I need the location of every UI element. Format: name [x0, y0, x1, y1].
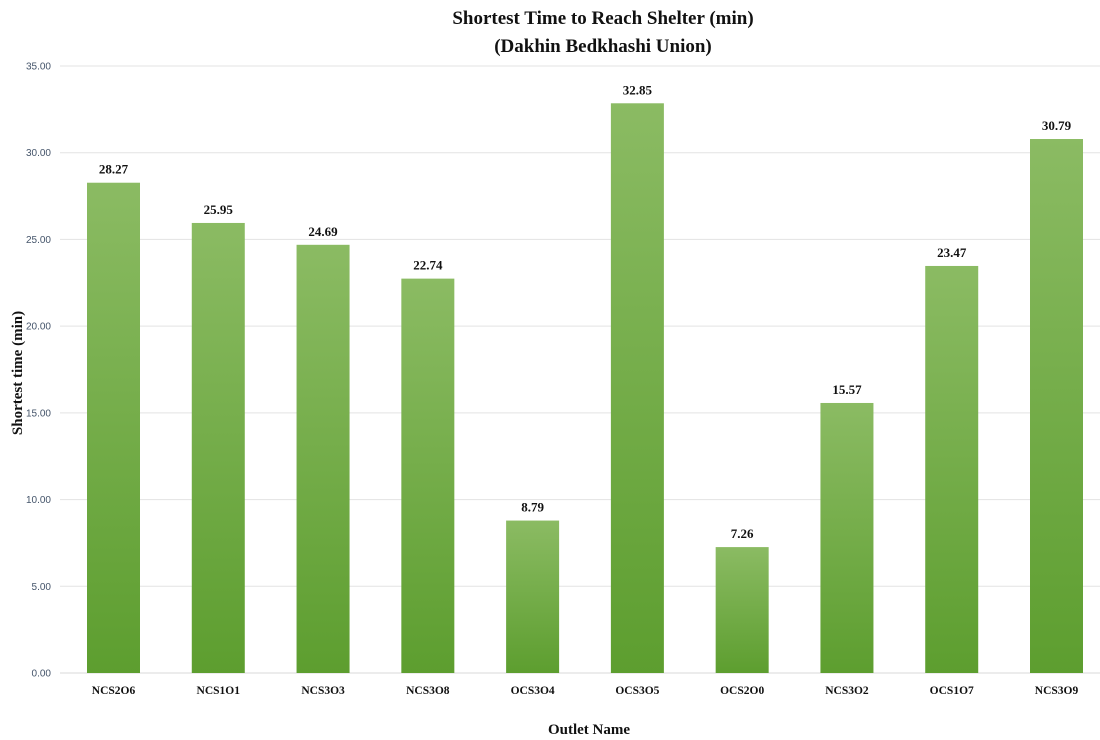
x-tick-label: NCS3O9: [1035, 685, 1079, 697]
y-tick-label: 25.00: [26, 235, 51, 246]
data-label: 25.95: [204, 202, 234, 217]
y-tick-label: 30.00: [26, 148, 51, 159]
chart-title-line-2: (Dakhin Bedkhashi Union): [494, 36, 712, 57]
x-tick-label: OCS3O5: [615, 685, 659, 697]
data-label: 24.69: [308, 224, 338, 239]
bars: [87, 103, 1083, 674]
y-tick-label: 35.00: [26, 62, 51, 73]
y-tick-label: 20.00: [26, 322, 51, 333]
x-tick-label: OCS1O7: [930, 685, 974, 697]
y-axis-title: Shortest time (min): [10, 311, 26, 435]
data-label: 7.26: [731, 526, 754, 541]
y-tick-label: 15.00: [26, 408, 51, 419]
x-tick-label: NCS3O8: [406, 685, 450, 697]
data-label: 28.27: [99, 162, 129, 177]
bar-ncs3o2: [820, 402, 874, 673]
y-axis-ticks: 0.00 5.00 10.00 15.00 20.00 25.00 30.00 35.00: [26, 62, 51, 680]
bar-ncs3o8: [401, 278, 455, 673]
x-tick-label: NCS3O3: [301, 685, 345, 697]
data-label: 23.47: [937, 245, 967, 260]
data-label: 15.57: [832, 382, 862, 397]
bar-ocs3o5: [610, 103, 664, 674]
bar-ncs1o1: [191, 222, 245, 673]
bar-ncs3o9: [1030, 139, 1083, 673]
x-tick-label: NCS1O1: [197, 685, 241, 697]
bar-ncs3o3: [296, 244, 350, 673]
bar-ocs3o4: [506, 520, 560, 673]
x-axis-ticks: NCS2O6 NCS1O1 NCS3O3 NCS3O8 OCS3O4 OCS3O5 OCS2…: [92, 685, 1079, 697]
x-tick-label: OCS2O0: [720, 685, 764, 697]
bar-ocs1o7: [925, 265, 979, 673]
y-tick-label: 0.00: [32, 669, 52, 680]
data-label: 30.79: [1042, 118, 1072, 133]
chart-title-line-1: Shortest Time to Reach Shelter (min): [452, 8, 753, 29]
data-label: 8.79: [521, 500, 544, 515]
y-tick-label: 5.00: [32, 582, 52, 593]
y-tick-label: 10.00: [26, 495, 51, 506]
bar-ocs2o0: [715, 547, 769, 673]
x-tick-label: NCS3O2: [825, 685, 869, 697]
x-axis-title: Outlet Name: [548, 722, 630, 738]
data-label: 32.85: [623, 82, 653, 97]
data-label: 22.74: [413, 258, 443, 273]
x-tick-label: OCS3O4: [511, 685, 555, 697]
data-labels: 28.27 25.95 24.69 22.74 8.79 32.85 7.26 15.57 23…: [99, 82, 1072, 541]
bar-ncs2o6: [87, 182, 140, 674]
x-tick-label: NCS2O6: [92, 685, 136, 697]
